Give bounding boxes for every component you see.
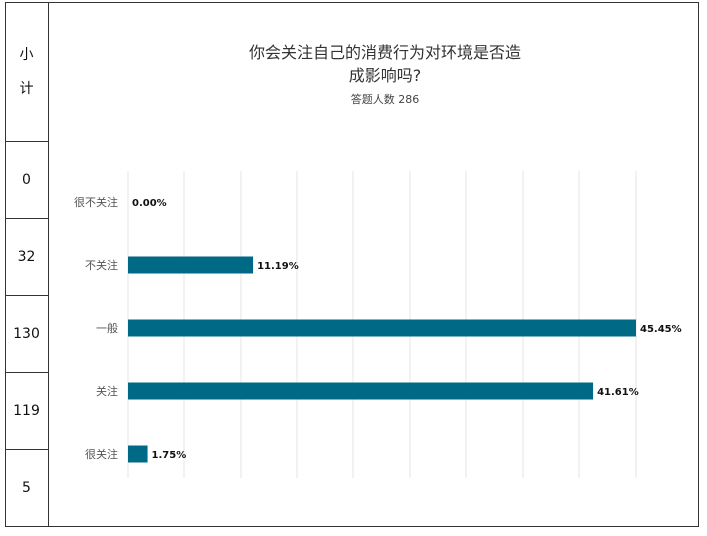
subtotal-header-char-2: 计 [19, 80, 34, 97]
subtotal-column: 小 计 0 32 130 119 5 [5, 2, 49, 527]
category-label: 不关注 [85, 258, 118, 272]
subtotal-cell: 130 [5, 296, 48, 373]
category-label: 一般 [96, 322, 118, 335]
subtotal-header-char-1: 小 [19, 46, 34, 63]
category-label: 关注 [96, 384, 118, 398]
subtotal-cell: 32 [5, 219, 48, 296]
bar [128, 445, 148, 463]
bar [128, 319, 636, 337]
subtotal-cell: 0 [5, 142, 48, 219]
bar [128, 382, 594, 400]
table-frame [5, 2, 699, 527]
subtotal-cell: 5 [22, 480, 31, 496]
data-label: 1.75% [152, 450, 187, 461]
category-label: 很不关注 [74, 195, 118, 209]
data-label: 41.61% [597, 387, 639, 398]
bar [128, 256, 254, 274]
chart-title-line-1: 你会关注自己的消费行为对环境是否造 [249, 43, 521, 62]
data-label: 45.45% [640, 324, 682, 335]
subtotal-header: 小 计 [5, 2, 48, 142]
data-label: 11.19% [257, 261, 299, 272]
subtotal-cell: 119 [5, 373, 48, 450]
data-label: 0.00% [132, 198, 167, 209]
chart-area: 你会关注自己的消费行为对环境是否造 成影响吗? 答题人数 286 很不关注 0.0… [49, 3, 699, 526]
bar-chart: 你会关注自己的消费行为对环境是否造 成影响吗? 答题人数 286 很不关注 0.0… [74, 43, 682, 478]
chart-subtitle: 答题人数 286 [351, 92, 420, 106]
bars: 很不关注 0.00% 不关注 11.19% 一般 45.45% 关注 41.61% 很关注 1.7… [74, 195, 682, 463]
chart-title-line-2: 成影响吗? [349, 66, 422, 85]
category-label: 很关注 [85, 447, 118, 461]
